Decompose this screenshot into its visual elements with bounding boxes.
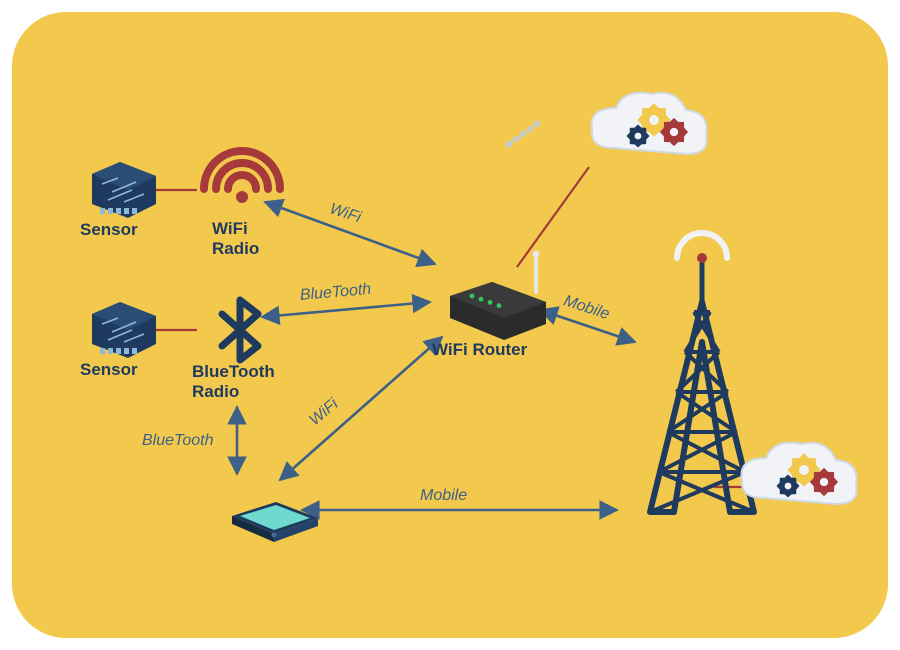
node-label-sensor2: Sensor [80, 360, 138, 380]
connector-e_router_cloud1 [517, 167, 589, 267]
node-label-sensor1: Sensor [80, 220, 138, 240]
node-cloud1-icon [592, 93, 707, 154]
node-router-icon [450, 120, 546, 340]
node-label-wifi_radio: WiFi Radio [212, 219, 259, 258]
diagram-svg [12, 12, 888, 638]
node-label-bt_radio: BlueTooth Radio [192, 362, 275, 401]
node-bt_radio-icon [222, 300, 258, 360]
node-label-router: WiFi Router [432, 340, 527, 360]
node-sensor2-icon [92, 302, 156, 358]
diagram-canvas: WiFiBlueToothBlueToothWiFiMobileMobileSe… [12, 12, 888, 638]
arrow-e_phone_router [280, 337, 442, 480]
edge-label-e_phone_tower: Mobile [420, 487, 467, 505]
node-sensor1-icon [92, 162, 156, 218]
edge-label-e_bt_phone: BlueTooth [142, 432, 213, 450]
node-tower-icon [650, 222, 754, 512]
node-cloud2-icon [742, 443, 857, 504]
node-phone-icon [232, 502, 318, 542]
arrow-e_bt_router [262, 302, 430, 317]
node-wifi_radio-icon [204, 151, 280, 203]
